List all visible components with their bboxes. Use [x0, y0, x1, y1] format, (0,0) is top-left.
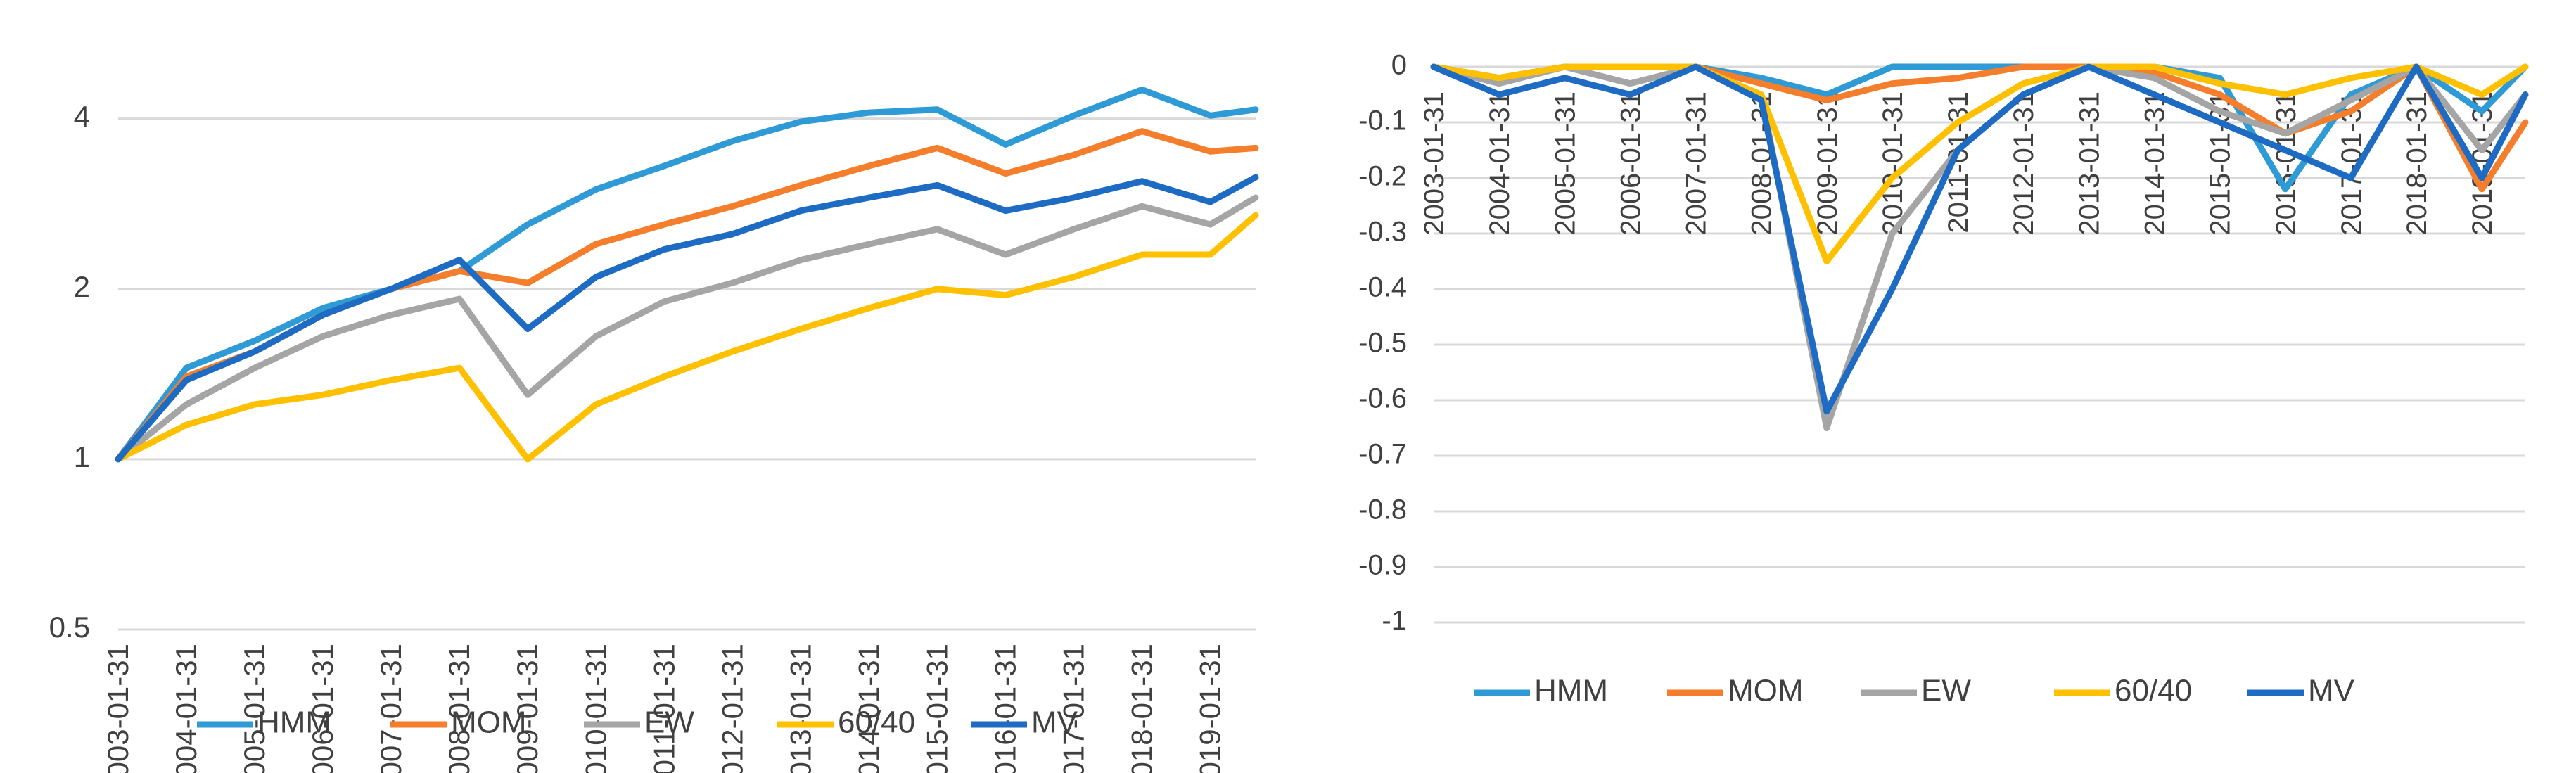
x-tick-label: 2006-01-31	[306, 644, 339, 773]
drawdown-chart: 0 -0.1 -0.2 -0.3 -0.4 -0.5 -0.6 -0.7 -0.8 -0.9 -1 2…	[1358, 50, 2529, 708]
series-line-hmm	[115, 87, 1259, 463]
x-tick-label: 2012-01-31	[715, 644, 748, 773]
x-tick-label: 2018-01-31	[2402, 91, 2432, 236]
y-tick-label: 4	[74, 100, 90, 133]
series-lines	[115, 87, 1259, 463]
x-tick-label: 2004-01-31	[170, 644, 203, 773]
gridlines: 0 -0.1 -0.2 -0.3 -0.4 -0.5 -0.6 -0.7 -0.8 -0.9 -1	[1358, 50, 2525, 637]
series-lines	[1430, 63, 2529, 431]
x-tick-label: 2013-01-31	[784, 644, 817, 773]
x-tick-label: 2012-01-31	[2008, 91, 2039, 236]
legend-label: 60/40	[838, 705, 915, 740]
x-tick-label: 2006-01-31	[1615, 91, 1646, 236]
y-tick-label: -0.9	[1358, 550, 1407, 581]
y-tick-label: -0.4	[1358, 272, 1407, 303]
gridlines: 0.5 1 2 4	[49, 100, 1256, 644]
y-tick-label: 2	[74, 270, 90, 303]
legend: HMM MOM EW 60/40 MV	[197, 705, 1078, 740]
legend-label: MV	[1031, 705, 1078, 740]
y-tick-label: -0.1	[1358, 106, 1407, 136]
x-tick-label: 2009-01-31	[1812, 91, 1843, 236]
y-tick-label: 0.5	[49, 611, 90, 644]
x-tick-label: 2008-01-31	[442, 644, 476, 773]
x-tick-label: 2015-01-31	[920, 644, 953, 773]
series-line-mv	[1430, 63, 2529, 415]
x-tick-label: 2016-01-31	[2271, 91, 2302, 236]
y-tick-label: -0.6	[1358, 383, 1407, 414]
x-tick-label: 2003-01-31	[1419, 91, 1450, 236]
x-tick-label: 2011-01-31	[647, 644, 680, 773]
legend-label: EW	[1921, 674, 1971, 708]
cumulative-return-chart: 0.5 1 2 4 2003-01-31 2004-01-31 2005-01-31 2006…	[49, 87, 1259, 773]
legend-label: EW	[644, 705, 694, 740]
legend-label: MOM	[451, 705, 527, 740]
legend-label: MV	[2308, 674, 2355, 708]
y-tick-label: -0.2	[1358, 161, 1407, 192]
x-tick-label: 2014-01-31	[852, 644, 885, 773]
y-tick-label: -1	[1382, 606, 1407, 637]
y-tick-label: 0	[1391, 50, 1407, 81]
y-tick-label: -0.8	[1358, 494, 1407, 525]
x-tick-label: 2004-01-31	[1484, 91, 1515, 236]
x-tick-label: 2005-01-31	[1550, 91, 1581, 236]
x-tick-label: 2007-01-31	[374, 644, 407, 773]
series-line-ew	[115, 194, 1259, 463]
x-tick-label: 2017-01-31	[1057, 644, 1090, 773]
x-tick-label: 2007-01-31	[1681, 91, 1712, 236]
x-tick-label: 2009-01-31	[511, 644, 544, 773]
series-line-60-40	[115, 212, 1259, 463]
x-tick-label: 2019-01-31	[1194, 644, 1227, 773]
x-tick-label: 2010-01-31	[579, 644, 612, 773]
x-tick-label: 2016-01-31	[988, 644, 1021, 773]
x-tick-label: 2018-01-31	[1126, 644, 1159, 773]
y-tick-label: 1	[74, 440, 90, 473]
series-line-60-40	[1430, 63, 2529, 264]
x-tick-label: 2003-01-31	[101, 644, 134, 773]
legend: HMM MOM EW 60/40 MV	[1474, 674, 2355, 708]
legend-label: 60/40	[2115, 674, 2192, 708]
x-tick-label: 2014-01-31	[2139, 91, 2170, 236]
legend-label: MOM	[1728, 674, 1804, 708]
x-tick-label: 2010-01-31	[1877, 91, 1908, 236]
x-tick-label: 2005-01-31	[238, 644, 271, 773]
x-tick-labels: 2003-01-31 2004-01-31 2005-01-31 2006-01-31…	[101, 644, 1227, 773]
x-tick-label: 2013-01-31	[2074, 91, 2105, 236]
series-line-mv	[115, 174, 1259, 463]
y-tick-label: -0.7	[1358, 439, 1407, 470]
y-tick-label: -0.3	[1358, 217, 1407, 248]
legend-label: HMM	[1534, 674, 1608, 708]
y-tick-label: -0.5	[1358, 328, 1407, 359]
legend-label: HMM	[257, 705, 331, 740]
